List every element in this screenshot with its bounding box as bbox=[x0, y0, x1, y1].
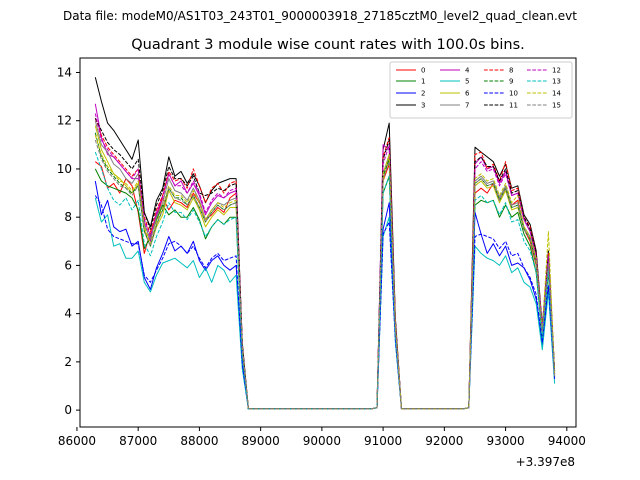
legend-label-15: 15 bbox=[552, 102, 561, 110]
series-line-15 bbox=[94, 139, 556, 410]
chart-title: Quadrant 3 module wise count rates with … bbox=[131, 37, 525, 53]
series-line-13 bbox=[94, 151, 556, 410]
axes: 86000 87000 88000 89000 90000 91000 92000 93000… bbox=[57, 65, 586, 448]
y-tick-label: 2 bbox=[64, 355, 72, 369]
series-line-5 bbox=[94, 197, 556, 410]
y-tick-label: 4 bbox=[64, 307, 72, 321]
plot-area: 86000 87000 88000 89000 90000 91000 92000 93000… bbox=[57, 57, 586, 469]
legend-label-9: 9 bbox=[509, 78, 513, 86]
legend-label-4: 4 bbox=[465, 67, 470, 75]
axes-background bbox=[80, 58, 576, 427]
x-tick-label: 92000 bbox=[425, 434, 463, 448]
legend-label-13: 13 bbox=[552, 78, 561, 86]
series-line-10 bbox=[94, 195, 556, 410]
legend-label-14: 14 bbox=[552, 90, 561, 98]
suptitle: Data file: modeM0/AS1T03_243T01_90000039… bbox=[63, 9, 577, 23]
x-offset-label: +3.397e8 bbox=[516, 455, 575, 469]
x-tick-label: 88000 bbox=[180, 434, 218, 448]
x-tick-label: 86000 bbox=[58, 434, 96, 448]
y-tick-label: 0 bbox=[64, 403, 72, 417]
legend-label-3: 3 bbox=[421, 102, 425, 110]
x-tick-label: 90000 bbox=[303, 434, 341, 448]
legend-label-12: 12 bbox=[552, 67, 561, 75]
series-line-8 bbox=[94, 118, 556, 410]
legend-label-11: 11 bbox=[509, 102, 518, 110]
y-tick-label: 10 bbox=[57, 162, 72, 176]
x-tick-label: 87000 bbox=[119, 434, 157, 448]
x-tick-label: 93000 bbox=[486, 434, 524, 448]
y-tick-label: 14 bbox=[57, 65, 72, 79]
legend-frame bbox=[389, 61, 573, 119]
legend-label-0: 0 bbox=[421, 67, 425, 75]
legend-label-7: 7 bbox=[465, 102, 469, 110]
legend-label-1: 1 bbox=[421, 78, 425, 86]
x-tick-label: 94000 bbox=[548, 434, 586, 448]
legend-label-5: 5 bbox=[465, 78, 469, 86]
series-layer bbox=[94, 77, 556, 410]
y-tick-label: 12 bbox=[57, 114, 72, 128]
y-tick-label: 6 bbox=[64, 258, 72, 272]
legend-label-10: 10 bbox=[509, 90, 518, 98]
x-tick-label: 91000 bbox=[364, 434, 402, 448]
series-line-12 bbox=[94, 113, 556, 410]
legend-label-6: 6 bbox=[465, 90, 470, 98]
legend-label-8: 8 bbox=[509, 67, 513, 75]
legend-label-2: 2 bbox=[421, 90, 425, 98]
axes-frame bbox=[79, 57, 577, 428]
y-tick-label: 8 bbox=[64, 210, 72, 224]
x-tick-label: 89000 bbox=[242, 434, 280, 448]
